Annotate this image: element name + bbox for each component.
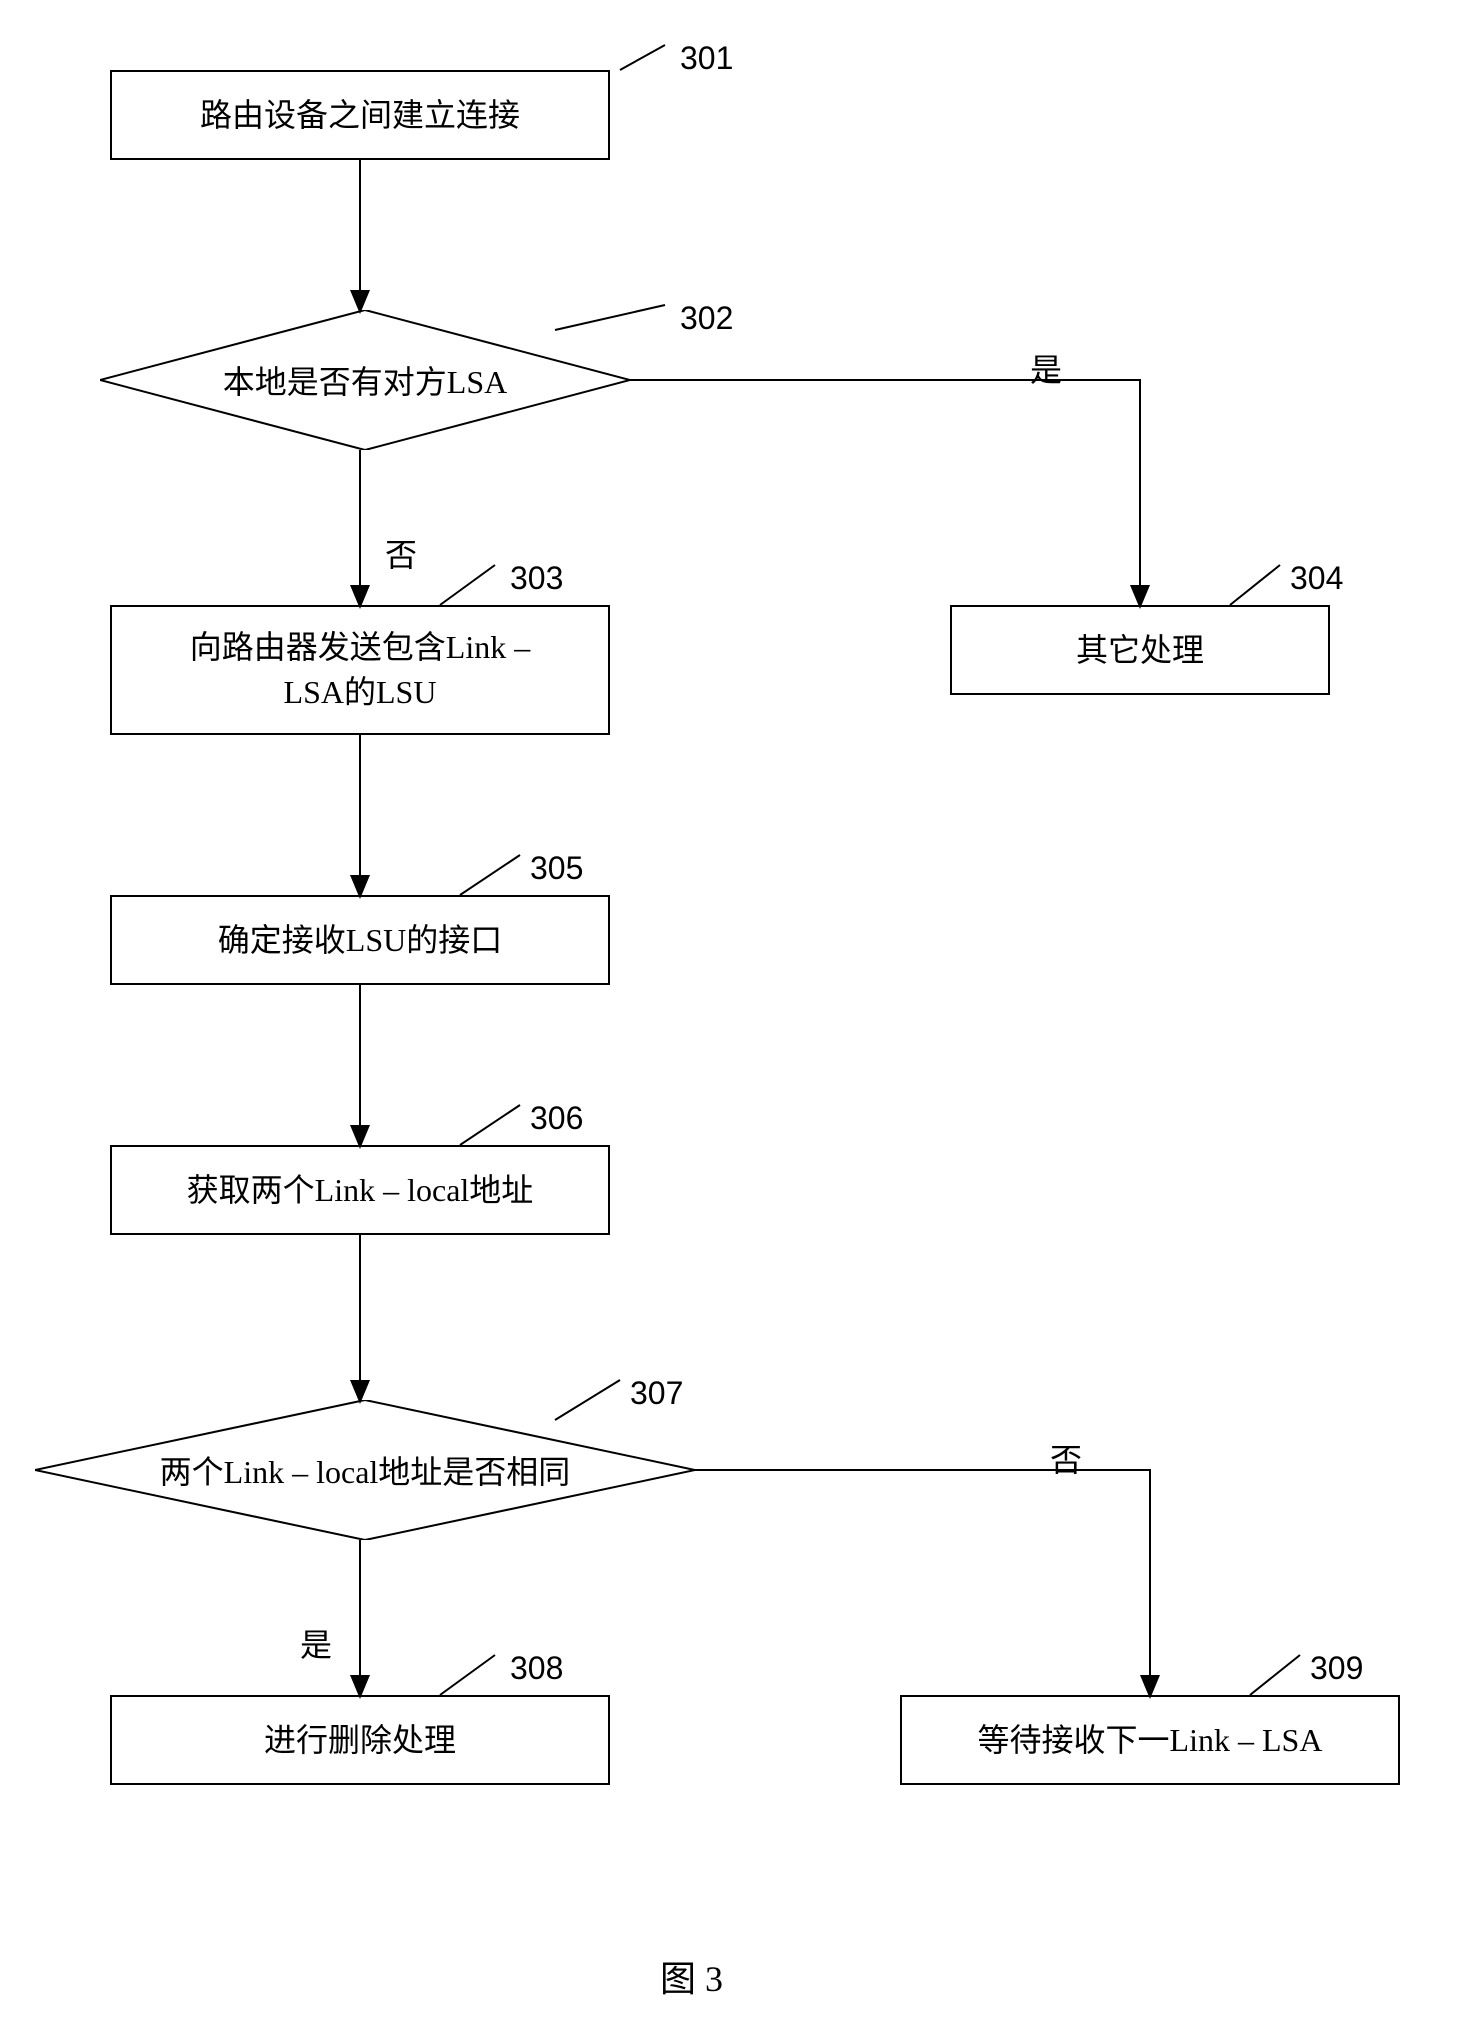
edge-n302-n304	[630, 380, 1140, 605]
node-text-n307: 两个Link – local地址是否相同	[160, 1447, 571, 1493]
flowchart-container: 路由设备之间建立连接本地是否有对方LSA向路由器发送包含Link – LSA的L…	[0, 0, 1469, 2031]
node-text-n302: 本地是否有对方LSA	[223, 357, 507, 403]
edges-layer	[0, 0, 1469, 2031]
edge-n307-n309	[695, 1470, 1150, 1695]
